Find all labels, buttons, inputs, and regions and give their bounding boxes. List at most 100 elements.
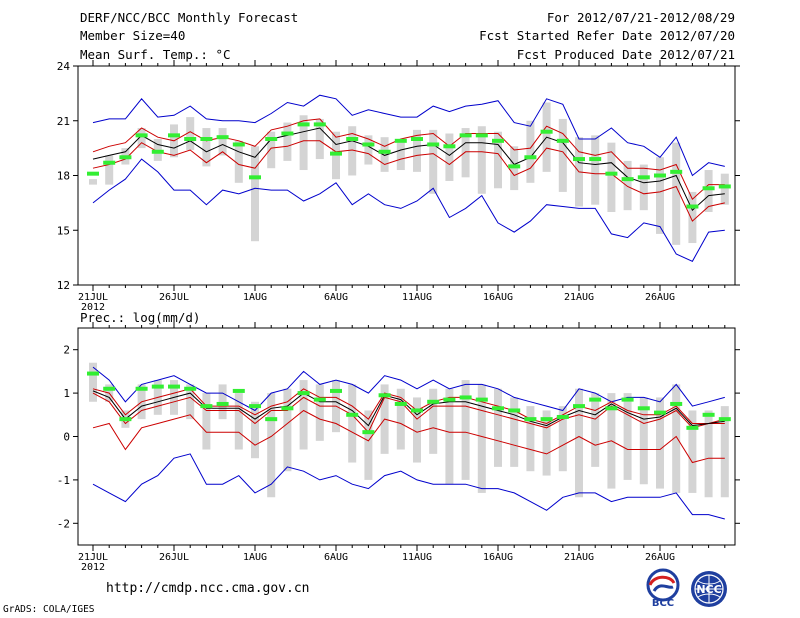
spread-box-18 [364, 135, 373, 165]
single-forecast-marker-31 [573, 404, 585, 409]
member-size: Member Size=40 [80, 28, 186, 43]
spread-box-28 [526, 120, 535, 183]
x-tick-label: 16AUG [483, 292, 513, 303]
single-forecast-marker-27 [508, 408, 521, 413]
x-tick-label: 21JUL [78, 292, 108, 303]
single-forecast-marker-13 [281, 406, 294, 411]
single-forecast-marker-1 [87, 171, 99, 176]
source-url[interactable]: http://cmdp.ncc.cma.gov.cn [106, 581, 310, 596]
single-forecast-marker-29 [540, 417, 553, 422]
x-tick-label: 26JUL [159, 552, 189, 563]
x-tick-label: 21JUL [78, 552, 108, 563]
spread-box-26 [494, 388, 502, 467]
spread-box-21 [413, 397, 421, 463]
spread-box-1 [89, 179, 97, 185]
spread-box-32 [591, 393, 600, 467]
single-forecast-marker-15 [313, 122, 326, 127]
spread-box-10 [234, 140, 243, 183]
single-forecast-marker-34 [621, 177, 634, 182]
x-tick-label: 1AUG [243, 552, 267, 563]
single-forecast-marker-25 [475, 133, 488, 138]
single-forecast-marker-9 [216, 401, 229, 406]
single-forecast-marker-39 [702, 186, 715, 191]
x-tick-label: 6AUG [324, 552, 348, 563]
single-forecast-marker-6 [168, 133, 180, 138]
x-tick-label: 26AUG [645, 552, 675, 563]
plot-frame [77, 327, 736, 546]
spread-box-15 [315, 118, 324, 160]
single-forecast-marker-25 [475, 397, 488, 402]
forecast-produced-date: Fcst Produced Date 2012/07/21 [516, 47, 735, 62]
spread-box-11 [251, 146, 259, 242]
spread-box-14 [299, 380, 308, 450]
spread-box-37 [672, 142, 681, 245]
single-forecast-marker-36 [654, 173, 666, 178]
spread-box-34 [623, 160, 632, 211]
spread-box-39 [704, 410, 713, 498]
spread-box-22 [429, 129, 438, 194]
spread-box-8 [202, 393, 211, 450]
spread-box-33 [607, 142, 616, 212]
single-forecast-marker-21 [411, 408, 423, 413]
x-tick-label: 26AUG [645, 292, 675, 303]
precipitation-panel: -2 -1 0 1 2 21JUL 26JUL 1AUG 6AUG 11AUG 16AUG 21AUG… [57, 322, 740, 573]
single-forecast-marker-33 [605, 406, 618, 411]
single-forecast-marker-39 [702, 412, 715, 417]
single-forecast-marker-35 [637, 406, 650, 411]
single-forecast-marker-28 [524, 417, 537, 422]
single-forecast-marker-11 [249, 404, 261, 409]
spread-box-7 [186, 117, 195, 150]
single-forecast-marker-33 [605, 171, 618, 176]
single-forecast-marker-22 [427, 399, 440, 404]
single-forecast-marker-37 [670, 401, 683, 406]
x-tick-label: 21AUG [564, 552, 594, 563]
spread-upper-line [92, 388, 725, 425]
single-forecast-marker-15 [313, 397, 326, 402]
spread-box-21 [413, 129, 421, 172]
single-forecast-marker-10 [232, 388, 245, 393]
y-tick-label: 12 [57, 279, 70, 292]
y-tick-label: -2 [57, 517, 70, 530]
x-tick-label: 16AUG [483, 552, 513, 563]
y-tick-label: 2 [63, 344, 70, 357]
spread-box-8 [202, 128, 211, 167]
x-tick-label: 11AUG [402, 552, 432, 563]
single-forecast-marker-14 [297, 122, 310, 127]
ensemble-min-line [92, 158, 725, 262]
single-forecast-marker-12 [265, 417, 278, 422]
spread-box-13 [283, 122, 292, 161]
spread-box-34 [623, 393, 632, 480]
spread-box-22 [429, 388, 438, 454]
single-forecast-marker-29 [540, 129, 553, 134]
y-tick-label: 0 [63, 431, 70, 444]
y-tick-label: 21 [57, 115, 70, 128]
single-forecast-marker-2 [103, 160, 116, 165]
single-forecast-marker-20 [394, 138, 407, 143]
spread-box-9 [218, 128, 227, 156]
chart-title: DERF/NCC/BCC Monthly Forecast [80, 10, 299, 25]
spread-box-17 [348, 126, 357, 176]
single-forecast-marker-27 [508, 164, 521, 169]
x-tick-label: 11AUG [402, 292, 432, 303]
single-forecast-marker-38 [686, 204, 699, 209]
spread-box-11 [251, 401, 259, 459]
spread-box-1 [89, 362, 97, 402]
spread-box-7 [186, 384, 195, 420]
panel1-variable: Mean Surf. Temp.: °C [80, 47, 231, 62]
single-forecast-marker-7 [184, 137, 197, 141]
single-forecast-marker-14 [297, 391, 310, 396]
single-forecast-marker-36 [654, 410, 666, 415]
spread-box-32 [591, 135, 600, 205]
y-tick-label: -1 [57, 474, 70, 487]
single-forecast-marker-35 [637, 175, 650, 180]
bcc-logo: BCC [640, 567, 686, 613]
spread-box-37 [672, 384, 681, 493]
single-forecast-marker-11 [249, 175, 261, 180]
spread-box-23 [445, 388, 454, 485]
single-forecast-marker-6 [168, 384, 180, 389]
spread-box-31 [575, 388, 583, 498]
single-forecast-marker-24 [459, 133, 472, 138]
ensemble-mean-line [92, 127, 725, 212]
single-forecast-marker-20 [394, 401, 407, 406]
